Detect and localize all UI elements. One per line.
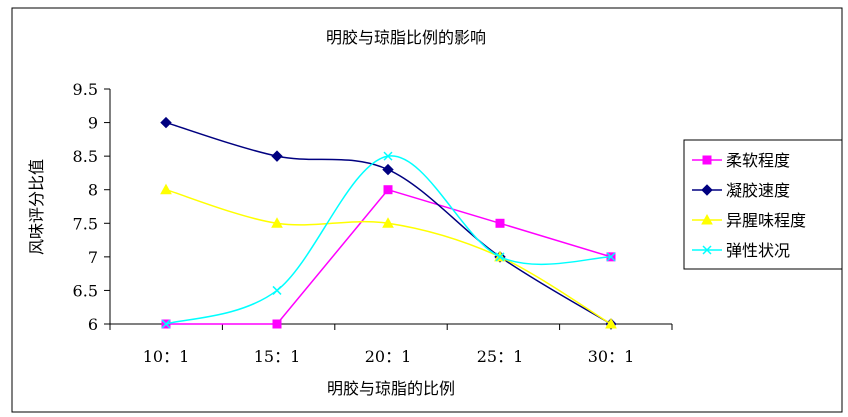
series-layer [160,116,617,330]
legend-label-1: 凝胶速度 [726,181,790,200]
y-axis-label: 风味评分比值 [27,159,46,255]
x-tick-label: 20：1 [365,347,412,366]
x-axis-label: 明胶与琼脂的比例 [327,379,455,398]
x-tick-label: 25：1 [477,347,524,366]
y-ticks: 6 6.5 7 7.5 8 8.5 9 9.5 [73,80,110,334]
series-3 [161,151,616,329]
legend-marker-0 [702,155,712,165]
legend-marker-3 [702,245,712,255]
data-point-0-2 [383,185,393,195]
data-point-1-2 [382,163,394,176]
data-point-3-1 [272,285,282,295]
y-tick-label: 7 [88,248,98,267]
y-tick-label: 6.5 [73,281,98,300]
data-point-3-4-stroke-b [606,252,616,262]
data-point-1-1 [271,150,283,162]
data-point-1-0 [160,116,172,129]
legend-item-3: 弹性状况 [692,241,790,260]
y-tick-label: 9 [88,114,98,133]
series-line-1 [165,121,612,325]
legend-label-2: 异腥味程度 [726,211,806,230]
y-tick-label: 8 [88,181,98,200]
x-tick-label: 10：1 [143,347,190,366]
y-tick-label: 7.5 [73,214,98,233]
legend-item-2: 异腥味程度 [692,211,806,230]
data-point-3-1-stroke-b [272,285,282,295]
legend-marker-1 [701,184,713,196]
y-tick-label: 6 [88,315,98,334]
y-tick-label: 9.5 [73,80,98,99]
chart-title: 明胶与琼脂比例的影响 [326,28,486,47]
data-point-0-1 [272,319,282,329]
data-point-2-0 [160,183,172,195]
data-point-0-3 [495,218,505,228]
data-point-3-0-stroke-b [161,319,171,329]
legend-item-0: 柔软程度 [692,151,790,170]
data-point-3-3 [495,252,505,262]
legend-item-1: 凝胶速度 [692,181,790,200]
x-ticks: 10：1 15：1 20：1 25：1 30：1 [109,324,673,366]
legend-marker-3-stroke-b [702,245,712,255]
data-point-3-0 [161,319,171,329]
data-point-3-2-stroke-b [383,151,393,161]
data-point-3-3-stroke-b [495,252,505,262]
data-point-2-2 [382,217,394,228]
x-tick-label: 15：1 [254,347,301,366]
legend-label-0: 柔软程度 [726,151,790,170]
data-point-3-4 [606,252,616,262]
data-point-2-4 [605,317,617,329]
legend-label-3: 弹性状况 [726,241,790,260]
y-tick-label: 8.5 [73,147,98,166]
legend-marker-2 [701,213,713,225]
x-tick-label: 30：1 [588,347,635,366]
data-point-2-1 [271,217,283,228]
data-point-3-2 [383,151,393,161]
